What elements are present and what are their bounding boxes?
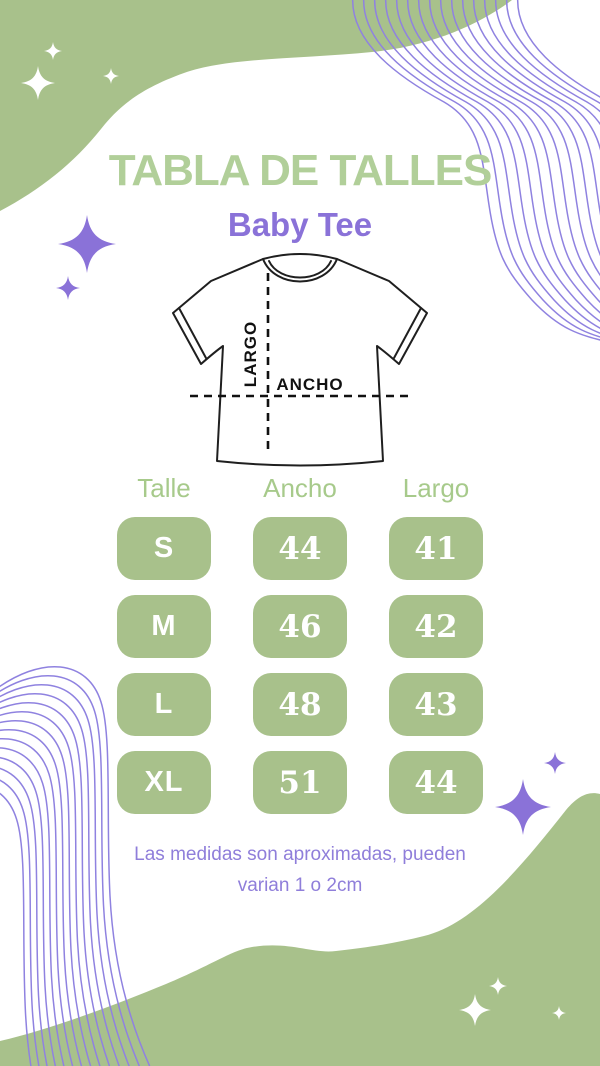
size-table: Talle Ancho Largo S 44 41 M 46 42 L 48 4… (117, 473, 483, 814)
collar-line (262, 258, 338, 283)
largo-label: LARGO (241, 321, 260, 387)
cuff-line (393, 307, 422, 359)
measurements-note: Las medidas son aproximadas, pueden vari… (0, 839, 600, 901)
measurements-note-line1: Las medidas son aproximadas, pueden (134, 844, 466, 865)
largo-cell: 43 (389, 673, 483, 736)
talle-cell: L (117, 673, 211, 736)
ancho-cell: 48 (253, 673, 347, 736)
tshirt-outline (172, 253, 428, 467)
page-title: TABLA DE TALLES (108, 146, 493, 195)
talle-cell: M (117, 595, 211, 658)
ancho-cell: 46 (253, 595, 347, 658)
sparkle-icon (56, 276, 80, 300)
largo-cell: 41 (389, 517, 483, 580)
sparkle-icon (495, 779, 551, 835)
background-blob-top (0, 0, 512, 211)
largo-cell: 44 (389, 751, 483, 814)
talle-cell: S (117, 517, 211, 580)
size-table-body: S 44 41 M 46 42 L 48 43 XL 51 44 (117, 517, 483, 814)
talle-cell: XL (117, 751, 211, 814)
column-header-ancho: Ancho (263, 473, 337, 503)
measurements-note-line2: varian 1 o 2cm (237, 875, 363, 896)
size-table-header-row: Talle Ancho Largo (117, 473, 483, 504)
sparkle-icon (544, 752, 566, 774)
largo-cell: 42 (389, 595, 483, 658)
tshirt-diagram: LARGO ANCHO (172, 253, 428, 467)
cuff-line (178, 307, 207, 359)
column-header-largo: Largo (402, 473, 470, 503)
ancho-cell: 51 (253, 751, 347, 814)
ancho-cell: 44 (253, 517, 347, 580)
ancho-label: ANCHO (276, 375, 343, 394)
collar-line (268, 260, 332, 279)
product-name: Baby Tee (227, 206, 373, 243)
column-header-talle: Talle (137, 473, 191, 503)
background-blob-bottom (0, 793, 600, 1066)
